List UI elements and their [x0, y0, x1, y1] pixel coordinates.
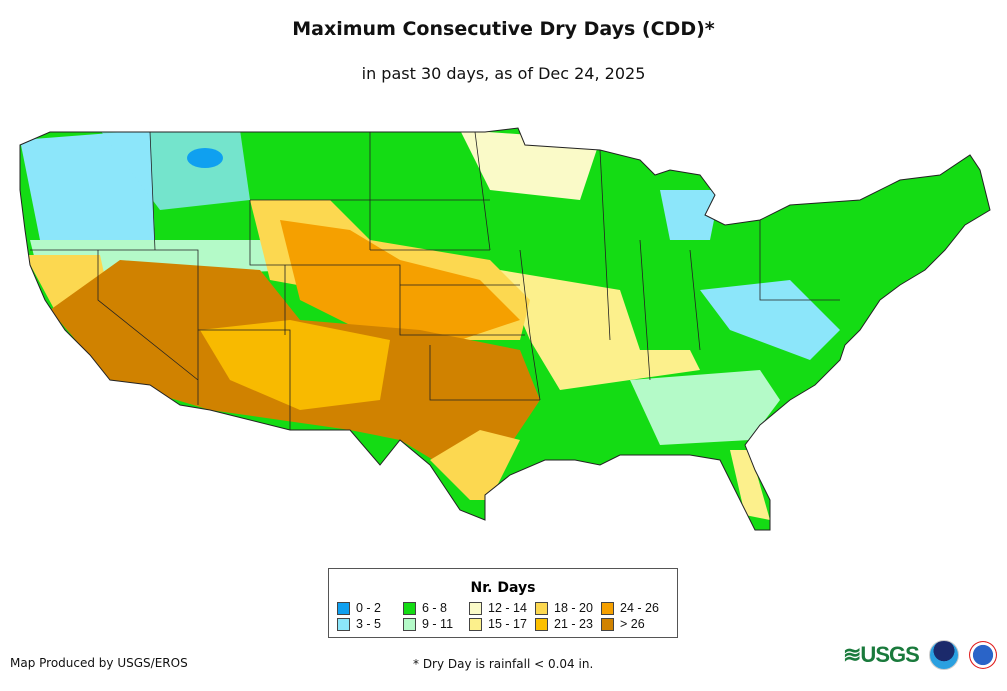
legend-label: 21 - 23 — [554, 617, 593, 631]
map-credit: Map Produced by USGS/EROS — [10, 656, 188, 670]
region-michigan-3-5 — [660, 190, 720, 240]
legend-label: > 26 — [620, 617, 645, 631]
legend-swatch — [469, 617, 482, 631]
legend-swatch — [535, 617, 548, 631]
region-plains-15-17 — [500, 270, 700, 390]
region-southeast-9-11 — [630, 370, 780, 445]
legend-label: 3 - 5 — [356, 617, 382, 631]
legend-item: 6 - 8 — [403, 600, 469, 616]
legend-label: 12 - 14 — [488, 601, 527, 615]
dry-day-note: * Dry Day is rainfall < 0.04 in. — [413, 657, 594, 671]
legend-item: 0 - 2 — [337, 600, 403, 616]
legend-item: 9 - 11 — [403, 616, 469, 632]
legend-item: > 26 — [601, 616, 667, 632]
legend-label: 24 - 26 — [620, 601, 659, 615]
legend-label: 9 - 11 — [422, 617, 454, 631]
region-21-23-days — [200, 320, 390, 410]
region-texas-coast-18-20 — [430, 430, 520, 500]
nws-logo — [968, 641, 997, 669]
legend-swatch — [403, 601, 416, 615]
map-subtitle: in past 30 days, as of Dec 24, 2025 — [361, 64, 646, 83]
usgs-logo: ≋USGS — [843, 642, 920, 667]
noaa-logo — [928, 640, 959, 670]
legend-swatch — [601, 617, 614, 631]
legend-swatch — [601, 601, 614, 615]
region-0-2-days — [187, 148, 223, 168]
legend-swatch — [337, 601, 350, 615]
legend-item: 15 - 17 — [469, 616, 535, 632]
legend-item: 24 - 26 — [601, 600, 667, 616]
region-new-england — [880, 160, 990, 230]
state-borders — [30, 131, 840, 430]
legend-swatch — [469, 601, 482, 615]
legend-title: Nr. Days — [470, 580, 536, 596]
legend-label: 6 - 8 — [422, 601, 448, 615]
legend-swatch — [535, 601, 548, 615]
region-florida-15-17 — [730, 450, 770, 520]
map-title: Maximum Consecutive Dry Days (CDD)* — [292, 18, 715, 40]
legend-item: 3 - 5 — [337, 616, 403, 632]
legend-swatch — [337, 617, 350, 631]
legend-label: 15 - 17 — [488, 617, 527, 631]
legend-item: 12 - 14 — [469, 600, 535, 616]
legend-swatch — [403, 617, 416, 631]
cdd-map — [19, 127, 991, 531]
legend-label: 18 - 20 — [554, 601, 593, 615]
agency-logos: ≋USGS — [843, 640, 997, 670]
legend-item: 18 - 20 — [535, 600, 601, 616]
legend-item: 21 - 23 — [535, 616, 601, 632]
legend-label: 0 - 2 — [356, 601, 382, 615]
legend: Nr. Days 0 - 2 6 - 8 12 - 14 18 - 20 24 - 26… — [328, 568, 678, 638]
